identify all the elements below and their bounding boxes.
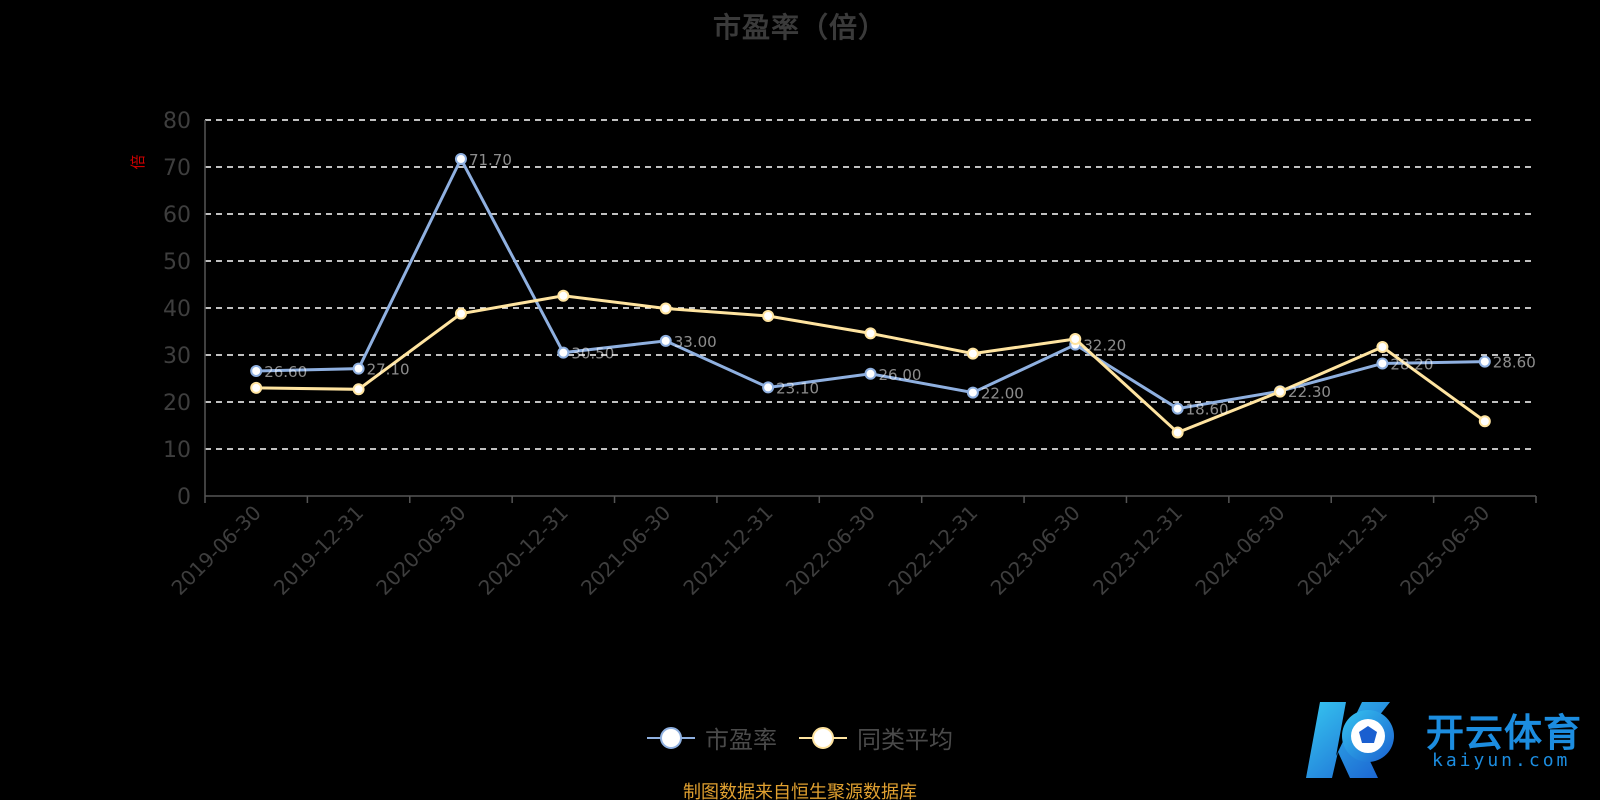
x-tick-label: 2024-12-31 [1293, 501, 1392, 600]
data-label: 28.20 [1390, 355, 1433, 373]
data-point-1 [1376, 341, 1389, 354]
data-label: 23.10 [776, 379, 819, 397]
legend-item-pe[interactable]: 市盈率 [647, 720, 777, 755]
y-tick-label: 50 [163, 250, 191, 275]
data-label: 32.20 [1083, 337, 1126, 355]
x-tick-label: 2021-06-30 [576, 501, 675, 600]
x-tick-label: 2019-12-31 [269, 501, 368, 600]
x-tick-label: 2020-12-31 [474, 501, 573, 600]
data-point-0 [762, 381, 775, 394]
data-point-0 [250, 364, 263, 377]
data-point-1 [352, 383, 365, 396]
x-tick-label: 2021-12-31 [678, 501, 777, 600]
x-tick-label: 2020-06-30 [371, 501, 470, 600]
x-tick-label: 2023-06-30 [986, 501, 1085, 600]
data-point-1 [762, 309, 775, 322]
legend-swatch-pe [647, 726, 695, 750]
x-tick-label: 2024-06-30 [1190, 501, 1289, 600]
data-label: 26.60 [264, 363, 307, 381]
legend-label-pe: 市盈率 [705, 726, 777, 754]
x-tick-label: 2023-12-31 [1088, 501, 1187, 600]
data-point-0 [659, 334, 672, 347]
data-point-1 [864, 327, 877, 340]
brand-logo-icon [1306, 702, 1394, 778]
data-point-0 [864, 367, 877, 380]
data-point-1 [1171, 426, 1184, 439]
legend-label-peer-avg: 同类平均 [857, 726, 953, 754]
data-point-1 [557, 289, 570, 302]
y-axis-label: 倍 [129, 154, 147, 169]
data-point-1 [659, 302, 672, 315]
watermark-domain: kaiyun.com [1432, 750, 1571, 771]
data-label: 28.60 [1493, 354, 1536, 372]
y-tick-label: 10 [163, 438, 191, 463]
data-point-0 [1171, 402, 1184, 415]
y-tick-label: 30 [163, 344, 191, 369]
y-tick-label: 40 [163, 297, 191, 322]
x-tick-label: 2022-06-30 [781, 501, 880, 600]
x-tick-label: 2019-06-30 [167, 501, 266, 600]
data-label: 71.70 [469, 151, 512, 169]
data-label: 30.50 [571, 345, 614, 363]
data-point-1 [1069, 333, 1082, 346]
legend-swatch-peer-avg [799, 726, 847, 750]
data-label: 22.30 [1288, 383, 1331, 401]
y-tick-label: 80 [163, 109, 191, 134]
data-label: 18.60 [1186, 401, 1229, 419]
x-tick-label: 2025-06-30 [1395, 501, 1494, 600]
chart-title: 市盈率（倍） [712, 11, 887, 44]
data-point-0 [1376, 357, 1389, 370]
y-tick-label: 20 [163, 391, 191, 416]
data-label: 33.00 [674, 333, 717, 351]
data-point-1 [1274, 385, 1287, 398]
data-label: 27.10 [367, 361, 410, 379]
data-point-0 [352, 362, 365, 375]
data-point-0 [454, 153, 467, 166]
y-tick-label: 0 [177, 485, 191, 510]
data-label: 22.00 [981, 385, 1024, 403]
data-label: 26.00 [879, 366, 922, 384]
legend: 市盈率 同类平均 [0, 720, 1600, 755]
series-line-1 [256, 294, 1486, 435]
watermark-logo: 开云体育 kaiyun.com [1306, 694, 1596, 784]
data-point-0 [966, 386, 979, 399]
y-tick-label: 60 [163, 203, 191, 228]
data-source-note: 制图数据来自恒生聚源数据库 [683, 782, 917, 800]
data-point-1 [966, 347, 979, 360]
x-tick-label: 2022-12-31 [883, 501, 982, 600]
data-point-1 [454, 307, 467, 320]
legend-item-peer-avg[interactable]: 同类平均 [799, 720, 953, 755]
y-tick-label: 70 [163, 156, 191, 181]
data-point-0 [1478, 355, 1491, 368]
data-point-0 [557, 346, 570, 359]
watermark-brand: 开云体育 [1426, 711, 1583, 755]
data-point-1 [250, 381, 263, 394]
data-point-1 [1478, 415, 1491, 428]
